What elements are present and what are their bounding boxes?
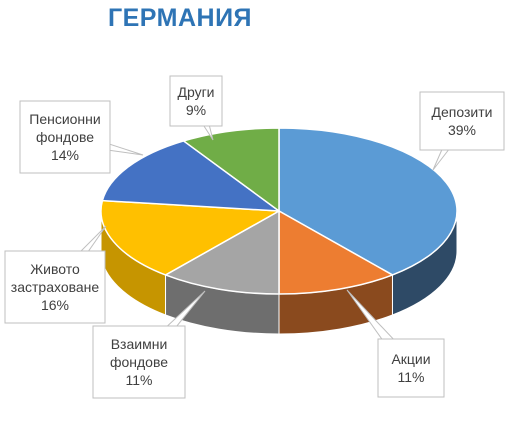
label-box-3: [4, 250, 106, 324]
data-label-0: Депозити 39%: [419, 91, 505, 171]
label-line-5-0: Други: [177, 84, 214, 100]
label-line-3-0: Живото: [30, 261, 80, 277]
label-line-2-2: 11%: [126, 372, 153, 388]
pie-slice-2: [164, 210, 280, 295]
label-line-1-1: 11%: [398, 369, 425, 385]
data-label-1: Акции 11%: [346, 289, 445, 398]
pie-slice-3: [100, 199, 280, 276]
label-line-3-2: 16%: [41, 297, 69, 313]
label-line-3-1: застраховане: [11, 279, 100, 295]
chart-title: ГЕРМАНИЯ: [107, 4, 253, 32]
label-line-4-2: 14%: [51, 147, 79, 163]
pie-slice-1: [278, 210, 394, 295]
data-label-5: Други 9%: [169, 75, 223, 141]
label-line-2-1: фондове: [110, 354, 168, 370]
data-label-3: Живото застраховане 16%: [4, 225, 107, 324]
label-box-5: [169, 75, 223, 127]
label-line-0-0: Депозити: [432, 104, 493, 120]
pie-slice-0: [278, 127, 458, 276]
label-line-2-0: Взаимни: [111, 336, 168, 352]
label-line-0-1: 39%: [448, 122, 476, 138]
label-line-4-0: Пенсионни: [29, 111, 100, 127]
data-label-2: Взаимни фондове 11%: [92, 290, 206, 399]
pie-slice-4: [101, 140, 280, 212]
data-label-4: Пенсионни фондове 14%: [19, 100, 144, 174]
label-line-1-0: Акции: [391, 351, 430, 367]
label-box-0: [419, 91, 505, 151]
label-box-4: [19, 100, 111, 174]
label-line-4-1: фондове: [36, 129, 94, 145]
pie-slice-5: [182, 127, 280, 212]
label-line-5-1: 9%: [186, 102, 206, 118]
label-box-2: [92, 325, 186, 399]
label-box-1: [377, 338, 445, 398]
